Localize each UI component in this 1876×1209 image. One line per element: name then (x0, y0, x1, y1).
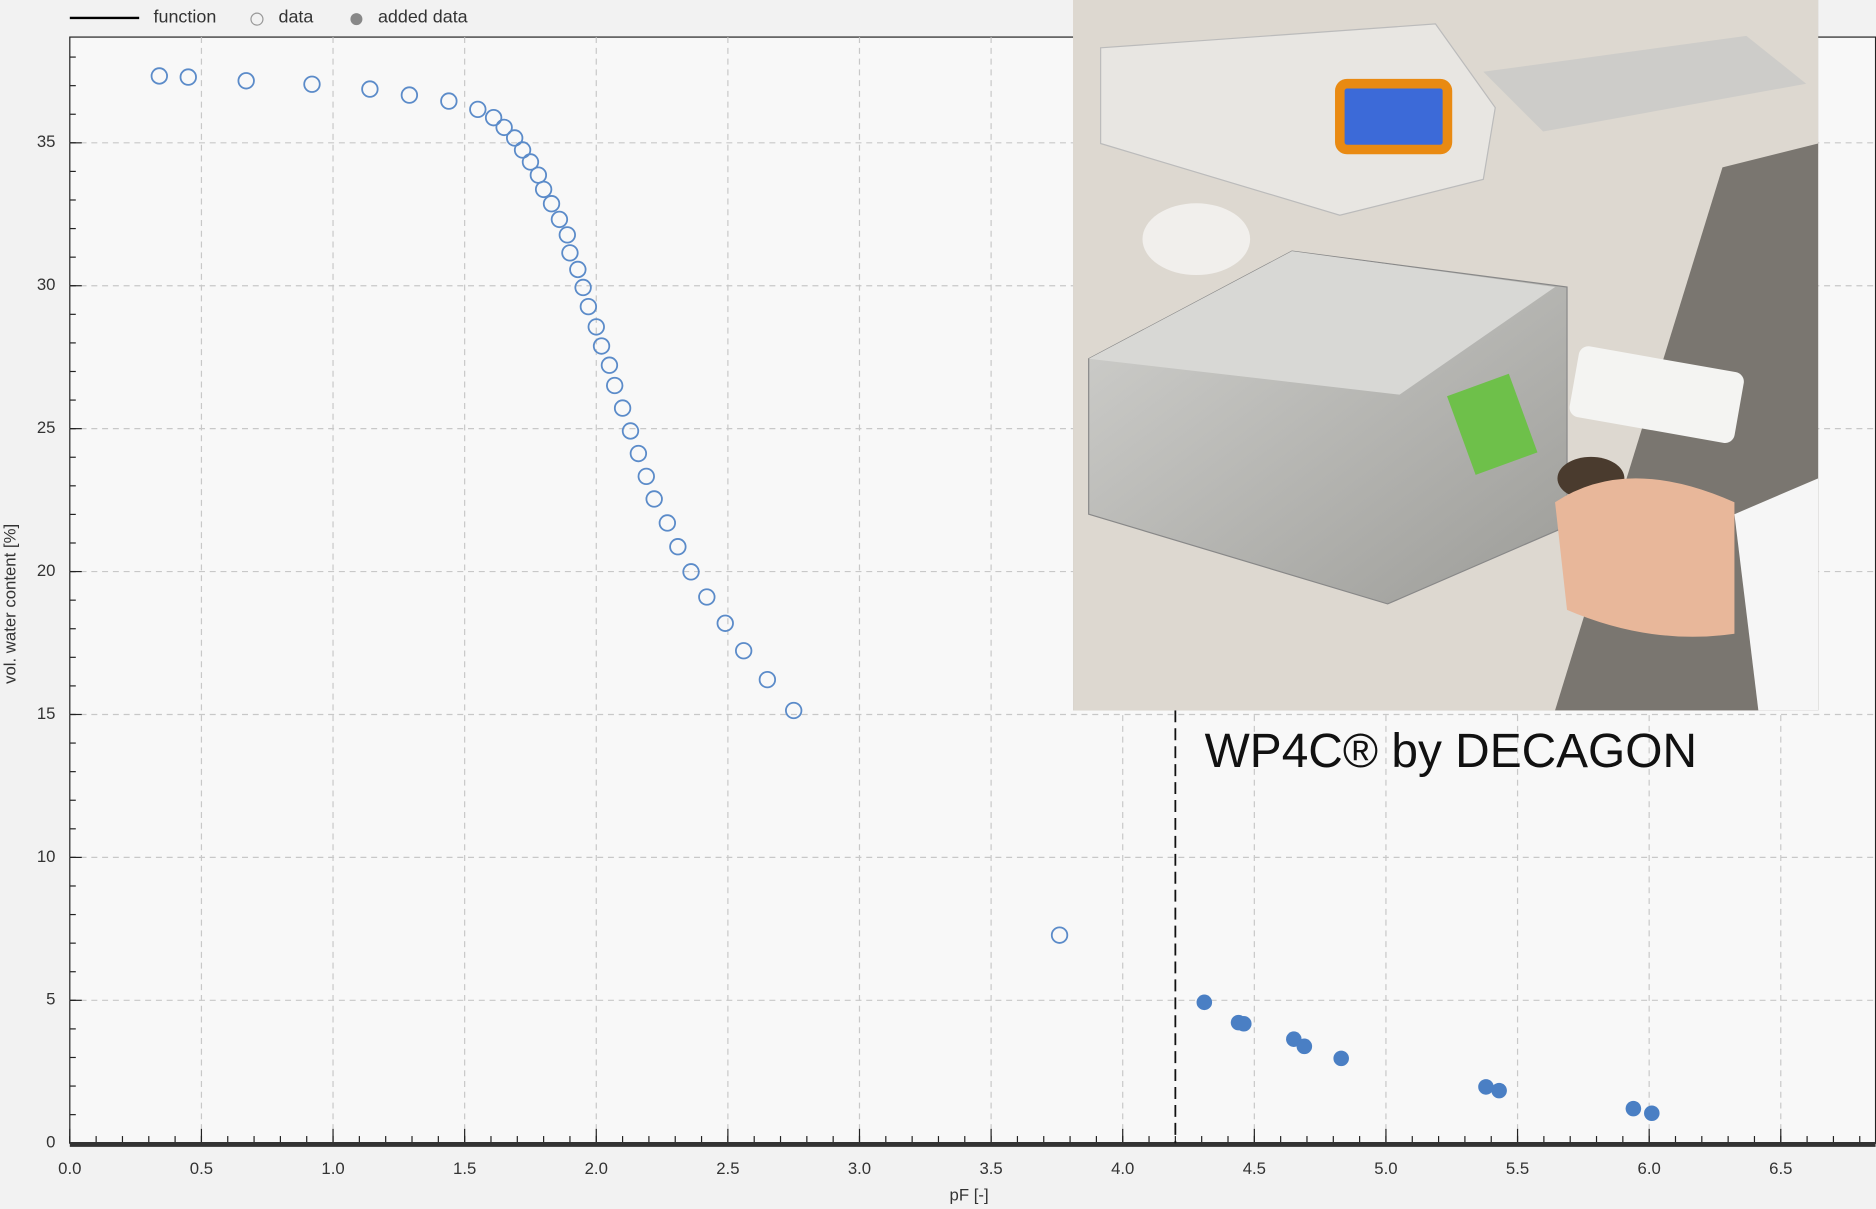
data-point (1478, 1079, 1494, 1095)
y-tick-label: 30 (37, 275, 56, 294)
data-point (569, 260, 587, 279)
x-tick-label: 5.5 (1506, 1159, 1529, 1178)
data-point (785, 701, 803, 720)
data-point (1644, 1105, 1660, 1121)
x-tick-label: 6.5 (1769, 1159, 1792, 1178)
y-tick-label: 20 (37, 561, 56, 580)
legend-swatch (250, 12, 264, 26)
legend-label: data (278, 7, 313, 27)
x-tick-label: 4.5 (1243, 1159, 1266, 1178)
data-point (574, 278, 592, 297)
data-point (361, 80, 379, 98)
y-axis-label: vol. water content [%] (1, 524, 20, 684)
data-point (558, 226, 576, 244)
data-point (179, 68, 197, 86)
annotation: WP4C® by DECAGON (1205, 725, 1697, 778)
data-point (637, 467, 655, 486)
data-point (621, 422, 640, 440)
x-tick-label: 0.0 (58, 1159, 81, 1178)
data-point (735, 642, 753, 660)
data-point (669, 538, 687, 556)
data-point (613, 399, 632, 417)
data-point (1196, 994, 1213, 1011)
data-point (237, 72, 255, 90)
data-point (645, 490, 663, 508)
data-point (758, 670, 777, 689)
data-point (521, 153, 540, 171)
data-point (698, 588, 716, 606)
x-tick-label: 3.0 (848, 1159, 871, 1178)
x-axis-label: pF [-] (950, 1185, 989, 1204)
data-point (1491, 1082, 1507, 1099)
data-point (587, 318, 605, 336)
data-point (629, 444, 648, 463)
x-tick-label: 0.5 (190, 1159, 213, 1178)
data-point (303, 75, 321, 93)
data-point (1625, 1100, 1642, 1117)
data-point (1236, 1015, 1252, 1032)
data-point (561, 244, 579, 262)
data-point (606, 376, 624, 395)
legend-swatch (350, 13, 363, 26)
data-point (550, 210, 569, 229)
y-tick-label: 25 (37, 418, 56, 437)
data-point (400, 86, 419, 104)
data-point (495, 118, 513, 137)
photo (1073, 0, 1819, 711)
x-tick-label: 4.0 (1111, 1159, 1134, 1178)
x-tick-label: 2.5 (716, 1159, 739, 1178)
x-tick-label: 2.0 (585, 1159, 608, 1178)
data-point (592, 337, 611, 355)
data-point (658, 514, 677, 532)
x-tick-label: 6.0 (1638, 1159, 1661, 1178)
data-point (150, 67, 168, 85)
data-point (1333, 1050, 1349, 1067)
data-point (716, 614, 734, 632)
x-tick-label: 1.5 (453, 1159, 476, 1178)
data-point (505, 129, 524, 147)
data-point (534, 180, 553, 199)
data-point (484, 109, 503, 127)
legend: function data added data (69, 7, 468, 27)
y-tick-label: 10 (37, 847, 56, 866)
data-point (1050, 926, 1069, 944)
data-point (440, 92, 458, 110)
data-point (600, 356, 619, 374)
legend-label: added data (378, 7, 468, 27)
y-tick-label: 5 (46, 990, 55, 1009)
x-tick-label: 3.5 (979, 1159, 1002, 1178)
y-tick-label: 35 (37, 132, 56, 151)
data-point (513, 141, 532, 159)
x-tick-label: 5.0 (1374, 1159, 1397, 1178)
y-tick-label: 15 (37, 704, 56, 723)
data-point (469, 100, 487, 119)
data-point (542, 195, 561, 213)
data-point (579, 297, 598, 316)
x-tick-label: 1.0 (321, 1159, 344, 1178)
data-point (682, 563, 700, 581)
data-point (1296, 1038, 1313, 1055)
legend-label: function (154, 7, 217, 27)
y-tick-label: 0 (46, 1133, 55, 1152)
